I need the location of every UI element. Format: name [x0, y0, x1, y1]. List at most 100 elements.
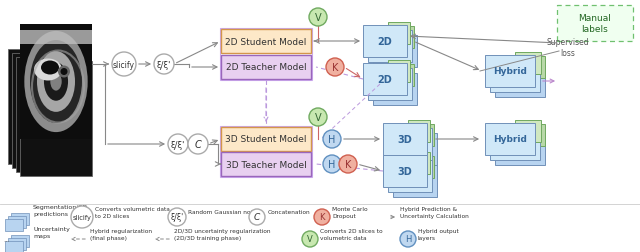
Circle shape	[314, 209, 330, 225]
Ellipse shape	[61, 69, 67, 76]
FancyBboxPatch shape	[485, 56, 535, 88]
FancyBboxPatch shape	[368, 31, 412, 63]
FancyBboxPatch shape	[5, 219, 23, 231]
FancyBboxPatch shape	[221, 56, 311, 80]
Circle shape	[112, 53, 136, 77]
FancyBboxPatch shape	[221, 128, 311, 151]
FancyBboxPatch shape	[16, 58, 88, 172]
Text: V: V	[315, 13, 321, 23]
Text: Supervised
loss: Supervised loss	[547, 38, 589, 57]
Ellipse shape	[30, 41, 82, 123]
Text: Converts volumetric data
to 2D slices: Converts volumetric data to 2D slices	[95, 207, 170, 218]
FancyBboxPatch shape	[392, 65, 414, 87]
FancyBboxPatch shape	[393, 134, 437, 165]
FancyBboxPatch shape	[388, 160, 432, 192]
Text: C: C	[254, 213, 260, 222]
Text: H: H	[328, 135, 336, 144]
Text: H: H	[405, 235, 411, 243]
Text: 3D: 3D	[397, 135, 412, 144]
Text: ...: ...	[3, 236, 10, 242]
FancyBboxPatch shape	[388, 61, 410, 83]
FancyBboxPatch shape	[408, 152, 430, 174]
Text: Hybrid output
layers: Hybrid output layers	[418, 229, 459, 240]
FancyBboxPatch shape	[373, 36, 417, 68]
FancyBboxPatch shape	[393, 165, 437, 197]
FancyBboxPatch shape	[363, 64, 407, 96]
FancyBboxPatch shape	[388, 23, 410, 45]
Circle shape	[339, 155, 357, 173]
Circle shape	[309, 109, 327, 127]
Circle shape	[168, 135, 188, 154]
FancyBboxPatch shape	[388, 129, 432, 160]
FancyBboxPatch shape	[383, 155, 427, 187]
FancyBboxPatch shape	[408, 120, 430, 142]
FancyBboxPatch shape	[383, 123, 427, 155]
FancyBboxPatch shape	[8, 238, 26, 250]
Circle shape	[71, 206, 93, 228]
Text: Hybrid: Hybrid	[493, 67, 527, 76]
FancyBboxPatch shape	[11, 235, 29, 247]
Circle shape	[249, 209, 265, 225]
FancyBboxPatch shape	[515, 120, 541, 142]
Text: Converts 2D slices to
volumetric data: Converts 2D slices to volumetric data	[320, 229, 383, 240]
Text: Hybrid regularization
(final phase): Hybrid regularization (final phase)	[90, 229, 152, 240]
FancyBboxPatch shape	[392, 27, 414, 49]
Text: 3D Teacher Model: 3D Teacher Model	[226, 160, 307, 169]
Text: Random Gaussian noises: Random Gaussian noises	[188, 210, 262, 215]
FancyBboxPatch shape	[20, 25, 92, 139]
FancyBboxPatch shape	[519, 57, 545, 79]
FancyBboxPatch shape	[515, 53, 541, 75]
Circle shape	[400, 231, 416, 247]
FancyBboxPatch shape	[557, 6, 633, 42]
FancyBboxPatch shape	[20, 62, 92, 176]
Circle shape	[168, 208, 186, 226]
Text: 2D: 2D	[378, 75, 392, 85]
FancyBboxPatch shape	[221, 30, 311, 54]
Circle shape	[302, 231, 318, 247]
Text: 3D Student Model: 3D Student Model	[225, 135, 307, 144]
FancyBboxPatch shape	[5, 241, 23, 252]
Text: 2D: 2D	[378, 37, 392, 47]
Circle shape	[309, 9, 327, 27]
FancyBboxPatch shape	[495, 66, 545, 98]
Text: slicify: slicify	[72, 214, 92, 220]
FancyBboxPatch shape	[412, 124, 434, 146]
FancyBboxPatch shape	[519, 124, 545, 146]
Text: Hybrid Prediction &
Uncertainty Calculation: Hybrid Prediction & Uncertainty Calculat…	[400, 207, 468, 218]
FancyBboxPatch shape	[490, 61, 540, 93]
Text: Hybrid: Hybrid	[493, 135, 527, 144]
FancyBboxPatch shape	[221, 152, 311, 176]
FancyBboxPatch shape	[412, 156, 434, 178]
Text: ξ/ξ': ξ/ξ'	[157, 60, 171, 69]
Text: K: K	[319, 213, 324, 222]
Ellipse shape	[37, 52, 75, 112]
Text: Uncertainty
maps: Uncertainty maps	[33, 227, 70, 238]
Text: 2D/3D uncertainty regularization
(2D/3D training phase): 2D/3D uncertainty regularization (2D/3D …	[174, 229, 271, 240]
Text: slicify: slicify	[113, 60, 135, 69]
FancyBboxPatch shape	[20, 31, 92, 45]
Ellipse shape	[34, 59, 62, 81]
Text: Manual
labels: Manual labels	[579, 14, 611, 34]
Text: Concatenation: Concatenation	[268, 210, 310, 215]
Circle shape	[188, 135, 208, 154]
Text: V: V	[307, 235, 313, 243]
Ellipse shape	[58, 66, 70, 78]
Circle shape	[326, 59, 344, 77]
Ellipse shape	[24, 32, 88, 133]
FancyBboxPatch shape	[12, 54, 84, 168]
Text: H: H	[328, 159, 336, 169]
FancyBboxPatch shape	[485, 123, 535, 155]
FancyBboxPatch shape	[8, 50, 80, 164]
FancyBboxPatch shape	[373, 74, 417, 106]
Text: 3D: 3D	[397, 166, 412, 176]
Text: K: K	[332, 63, 338, 73]
Text: Segmentation/3D
predictions: Segmentation/3D predictions	[33, 205, 88, 216]
Text: C: C	[195, 139, 202, 149]
Circle shape	[323, 155, 341, 173]
Ellipse shape	[44, 63, 68, 101]
FancyBboxPatch shape	[495, 134, 545, 165]
Text: Monte Carlo
Dropout: Monte Carlo Dropout	[332, 207, 367, 218]
Circle shape	[154, 55, 174, 75]
FancyBboxPatch shape	[11, 213, 29, 225]
Circle shape	[323, 131, 341, 148]
